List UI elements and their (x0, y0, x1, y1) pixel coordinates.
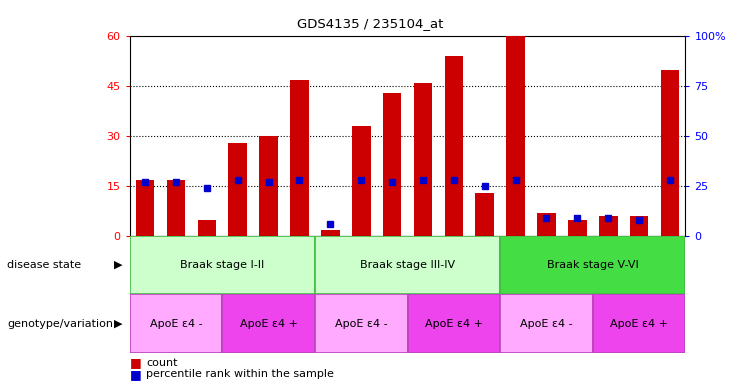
Text: Braak stage I-II: Braak stage I-II (180, 260, 265, 270)
Text: count: count (146, 358, 178, 368)
Text: percentile rank within the sample: percentile rank within the sample (146, 369, 334, 379)
Text: ApoE ε4 -: ApoE ε4 - (335, 318, 388, 329)
Text: ApoE ε4 +: ApoE ε4 + (610, 318, 668, 329)
Text: ApoE ε4 -: ApoE ε4 - (520, 318, 573, 329)
Text: Braak stage V-VI: Braak stage V-VI (547, 260, 639, 270)
Text: ■: ■ (130, 356, 142, 369)
Text: ApoE ε4 +: ApoE ε4 + (425, 318, 483, 329)
Bar (599, 216, 617, 236)
Bar (352, 126, 370, 236)
Bar (198, 220, 216, 236)
Bar (136, 180, 154, 236)
Text: ■: ■ (130, 368, 142, 381)
Text: Braak stage III-IV: Braak stage III-IV (360, 260, 455, 270)
Bar (506, 36, 525, 236)
Bar (315, 236, 500, 294)
Bar (408, 294, 500, 353)
Bar (167, 180, 185, 236)
Bar (537, 213, 556, 236)
Bar (630, 216, 648, 236)
Bar (315, 294, 408, 353)
Bar (500, 294, 593, 353)
Bar (413, 83, 432, 236)
Text: GDS4135 / 235104_at: GDS4135 / 235104_at (297, 17, 444, 30)
Bar (568, 220, 587, 236)
Bar (321, 230, 339, 236)
Text: ApoE ε4 +: ApoE ε4 + (239, 318, 298, 329)
Text: disease state: disease state (7, 260, 82, 270)
Bar (661, 70, 679, 236)
Bar (476, 193, 494, 236)
Bar (593, 294, 685, 353)
Bar (130, 236, 315, 294)
Bar (130, 294, 222, 353)
Bar (290, 80, 309, 236)
Text: genotype/variation: genotype/variation (7, 318, 113, 329)
Bar (500, 236, 685, 294)
Bar (383, 93, 402, 236)
Text: ▶: ▶ (114, 318, 122, 329)
Text: ▶: ▶ (114, 260, 122, 270)
Bar (259, 136, 278, 236)
Bar (445, 56, 463, 236)
Bar (228, 143, 247, 236)
Bar (222, 294, 315, 353)
Text: ApoE ε4 -: ApoE ε4 - (150, 318, 202, 329)
